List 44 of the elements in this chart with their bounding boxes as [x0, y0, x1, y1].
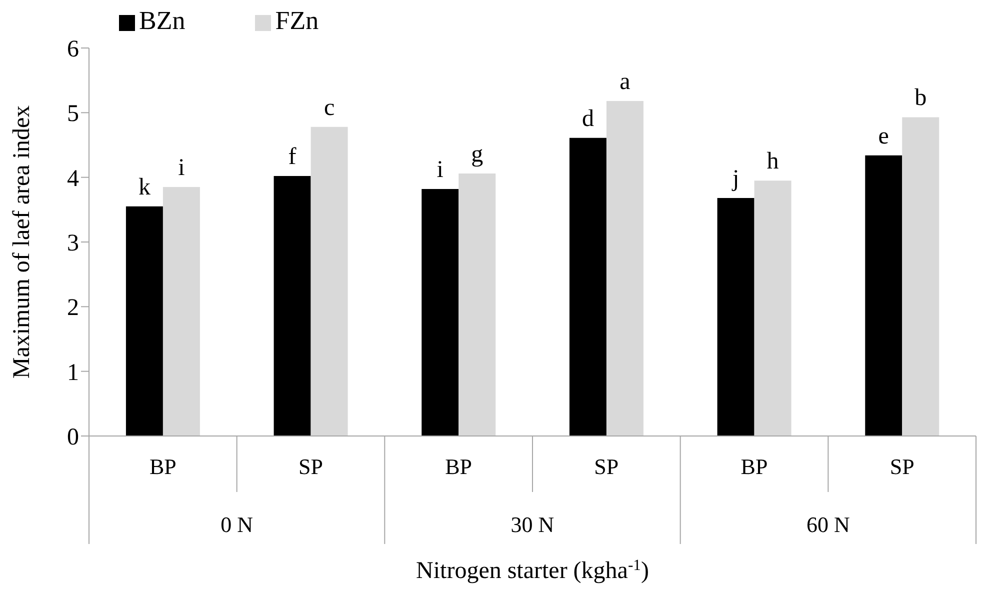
legend-label: BZn [139, 6, 186, 35]
y-axis-title: Maximum of laef area index [9, 105, 35, 379]
y-tick-label: 1 [67, 360, 79, 386]
data-label: b [914, 85, 927, 112]
bar [274, 176, 311, 436]
y-tick-label: 5 [67, 101, 79, 128]
data-label: k [138, 174, 150, 200]
y-tick-label: 2 [67, 295, 79, 322]
x-tick-label: SP [890, 454, 914, 479]
data-label: d [582, 106, 594, 132]
y-tick-label: 0 [67, 424, 79, 451]
x-tick-label: BP [740, 454, 768, 479]
y-tick-label: 3 [67, 230, 79, 257]
y-tick-label: 6 [67, 36, 79, 63]
bar [162, 187, 200, 436]
bar [865, 155, 902, 436]
data-label: f [288, 144, 296, 170]
x-tick-label: BP [149, 454, 176, 479]
bar [569, 138, 606, 436]
bar [458, 173, 496, 436]
text: 0 N [220, 512, 254, 537]
x-axis-title: Nitrogen starter (kgha$^{-1}$) [416, 556, 649, 584]
data-label: e [878, 123, 889, 150]
data-label: j [731, 166, 740, 192]
x-tick-label: SP [594, 454, 619, 479]
bar [754, 180, 792, 436]
data-label: i [178, 155, 186, 182]
bar [310, 126, 348, 436]
data-label: h [766, 148, 779, 175]
data-label: i [436, 156, 444, 183]
y-tick-label: 4 [67, 166, 79, 192]
bar [422, 188, 459, 436]
bar [606, 101, 644, 436]
x-tick-label: BP [445, 454, 472, 479]
legend-label: FZn [275, 6, 319, 35]
bar [126, 206, 163, 436]
data-label: a [620, 69, 631, 96]
text: 30 N [510, 512, 554, 537]
data-label: g [471, 141, 484, 168]
bar [717, 198, 754, 436]
text: 60 N [806, 512, 850, 537]
data-label: c [324, 94, 335, 121]
x-tick-label: SP [298, 454, 323, 479]
bar [902, 117, 940, 436]
